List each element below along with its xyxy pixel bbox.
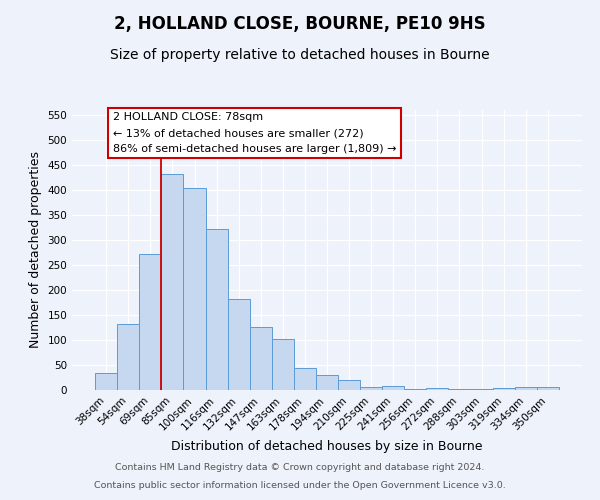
- Text: Contains public sector information licensed under the Open Government Licence v3: Contains public sector information licen…: [94, 481, 506, 490]
- Bar: [95, 372, 117, 390]
- Bar: [338, 380, 360, 390]
- Bar: [184, 188, 206, 390]
- Bar: [448, 389, 470, 390]
- Bar: [227, 298, 250, 390]
- Bar: [360, 386, 382, 390]
- Text: 2, HOLLAND CLOSE, BOURNE, PE10 9HS: 2, HOLLAND CLOSE, BOURNE, PE10 9HS: [114, 15, 486, 33]
- Y-axis label: Number of detached properties: Number of detached properties: [29, 152, 42, 348]
- Bar: [117, 324, 139, 390]
- Bar: [250, 326, 272, 390]
- Bar: [404, 388, 427, 390]
- Bar: [161, 174, 184, 390]
- Bar: [515, 387, 537, 390]
- Bar: [493, 388, 515, 390]
- Bar: [470, 389, 493, 390]
- Text: Size of property relative to detached houses in Bourne: Size of property relative to detached ho…: [110, 48, 490, 62]
- Bar: [206, 229, 227, 390]
- Bar: [139, 254, 161, 390]
- X-axis label: Distribution of detached houses by size in Bourne: Distribution of detached houses by size …: [171, 440, 483, 453]
- Bar: [272, 338, 294, 390]
- Bar: [294, 368, 316, 390]
- Text: Contains HM Land Registry data © Crown copyright and database right 2024.: Contains HM Land Registry data © Crown c…: [115, 464, 485, 472]
- Bar: [316, 375, 338, 390]
- Text: 2 HOLLAND CLOSE: 78sqm
← 13% of detached houses are smaller (272)
86% of semi-de: 2 HOLLAND CLOSE: 78sqm ← 13% of detached…: [113, 112, 397, 154]
- Bar: [427, 388, 448, 390]
- Bar: [537, 387, 559, 390]
- Bar: [382, 386, 404, 390]
